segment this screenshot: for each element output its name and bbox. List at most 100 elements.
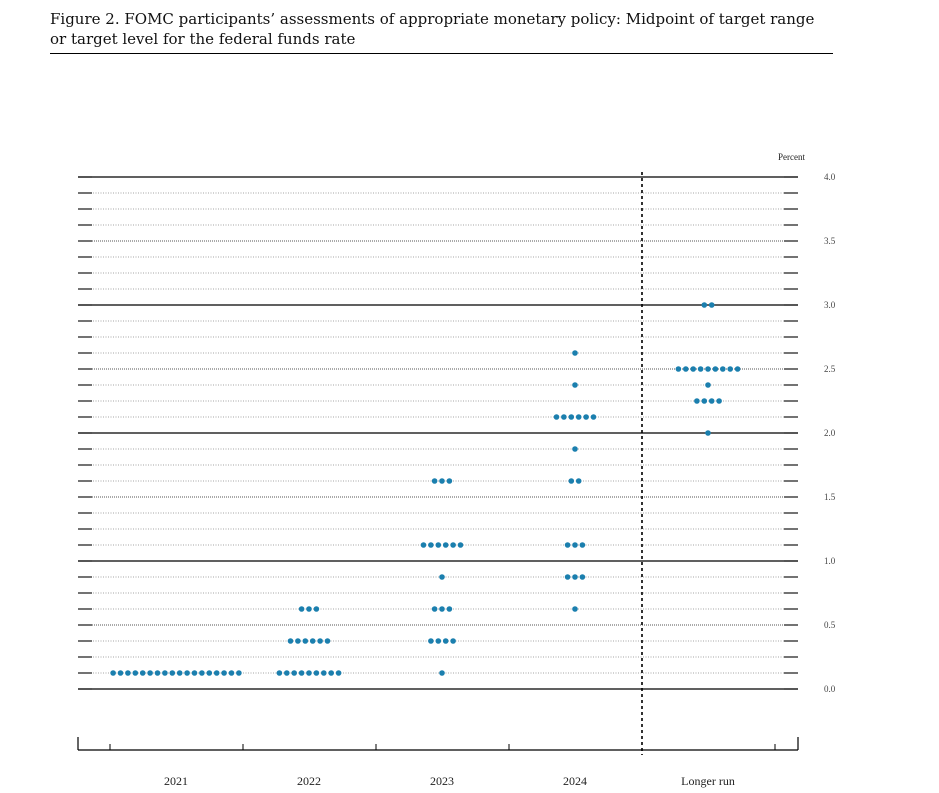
participant-dot — [439, 670, 445, 676]
participant-dot — [110, 670, 116, 676]
participant-dot — [442, 638, 449, 644]
participant-dot — [457, 542, 464, 548]
participant-dot — [169, 670, 176, 676]
participant-dot — [579, 574, 586, 580]
participant-dot — [564, 542, 571, 548]
participant-dot — [117, 670, 124, 676]
participant-dot — [295, 638, 301, 644]
y-tick-label: 4.0 — [824, 172, 836, 182]
participant-dot — [132, 670, 139, 676]
participant-dot — [675, 366, 682, 372]
participant-dot — [431, 606, 438, 612]
participant-dot — [572, 382, 578, 388]
y-tick-label: 3.5 — [824, 236, 836, 246]
participant-dot — [572, 606, 578, 612]
participant-dot — [683, 366, 689, 372]
participant-dot — [287, 638, 294, 644]
participant-dot — [716, 398, 722, 404]
participant-dot — [191, 670, 198, 676]
participant-dot — [284, 670, 290, 676]
participant-dot — [705, 430, 711, 436]
participant-dot — [575, 414, 582, 420]
participant-dot — [572, 446, 578, 452]
participant-dot — [154, 670, 161, 676]
participant-dot — [139, 670, 146, 676]
participant-dot — [306, 670, 312, 676]
participant-dot — [561, 414, 567, 420]
participant-dot — [442, 542, 449, 548]
participant-dot — [125, 670, 131, 676]
participant-dot — [446, 606, 453, 612]
participant-dot — [697, 366, 704, 372]
participant-dot — [324, 638, 331, 644]
participant-dot — [435, 638, 442, 644]
participant-dot — [428, 638, 434, 644]
participant-dot — [420, 542, 427, 548]
participant-dot — [298, 670, 305, 676]
participant-dot — [712, 366, 719, 372]
x-category-label: 2021 — [164, 774, 188, 788]
participant-dot — [328, 670, 335, 676]
participant-dot — [590, 414, 597, 420]
participant-dot — [439, 478, 445, 484]
y-tick-label: 0.0 — [824, 684, 836, 694]
participant-dot — [306, 606, 312, 612]
participant-dot — [727, 366, 733, 372]
participant-dot — [572, 574, 578, 580]
participant-dot — [705, 366, 711, 372]
participant-dot — [568, 414, 575, 420]
participant-dot — [206, 670, 213, 676]
participant-dot — [579, 542, 586, 548]
participant-dot — [575, 478, 582, 484]
participant-dot — [690, 366, 696, 372]
x-category-label: 2024 — [563, 774, 587, 788]
participant-dot — [701, 302, 708, 308]
figure-title: Figure 2. FOMC participants’ assessments… — [50, 9, 850, 49]
participant-dot — [572, 542, 578, 548]
participant-dot — [431, 478, 438, 484]
participant-dot — [734, 366, 741, 372]
participant-dot — [147, 670, 153, 676]
participant-dot — [313, 606, 320, 612]
participant-dot — [317, 638, 323, 644]
participant-dot — [705, 382, 711, 388]
y-tick-label: 2.0 — [824, 428, 836, 438]
figure-title-line-2: or target level for the federal funds ra… — [50, 30, 356, 48]
participant-dot — [309, 638, 316, 644]
figure-title-line-1: Figure 2. FOMC participants’ assessments… — [50, 10, 815, 28]
participant-dot — [694, 398, 700, 404]
participant-dot — [321, 670, 327, 676]
participant-dot — [446, 478, 453, 484]
y-tick-label: 3.0 — [824, 300, 836, 310]
x-category-label: Longer run — [681, 774, 735, 788]
participant-dot — [439, 574, 445, 580]
participant-dot — [221, 670, 227, 676]
y-tick-label: 1.0 — [824, 556, 836, 566]
y-tick-label: 2.5 — [824, 364, 836, 374]
participant-dot — [564, 574, 571, 580]
participant-dot — [298, 606, 305, 612]
x-category-label: 2022 — [297, 774, 321, 788]
participant-dot — [291, 670, 298, 676]
participant-dot — [439, 606, 445, 612]
y-tick-label: 1.5 — [824, 492, 836, 502]
participant-dot — [276, 670, 283, 676]
participant-dot — [708, 302, 715, 308]
participant-dot — [184, 670, 190, 676]
participant-dot — [236, 670, 242, 676]
participant-dot — [428, 542, 434, 548]
participant-dot — [720, 366, 726, 372]
participant-dot — [553, 414, 560, 420]
participant-dot — [583, 414, 589, 420]
participant-dot — [313, 670, 320, 676]
participant-dot — [213, 670, 220, 676]
participant-dot — [335, 670, 342, 676]
participant-dot — [572, 350, 578, 356]
participant-dot — [176, 670, 183, 676]
participant-dot — [228, 670, 235, 676]
participant-dot — [450, 638, 456, 644]
participant-dot — [435, 542, 442, 548]
participant-dot — [450, 542, 456, 548]
participant-dot — [302, 638, 309, 644]
